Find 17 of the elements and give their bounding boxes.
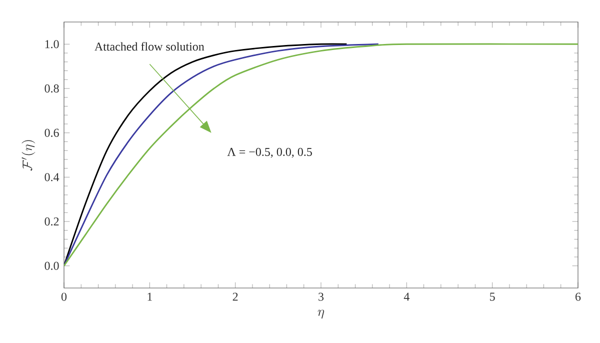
y-tick-label: 0.8 bbox=[44, 84, 59, 93]
y-tick-label: 1.0 bbox=[45, 40, 59, 48]
y-axis-title: $\mathcal{F}'(\eta)$ bbox=[22, 140, 36, 171]
x-tick-label: 0 bbox=[61, 292, 67, 301]
y-tick-label: 0.2 bbox=[44, 217, 59, 226]
y-tick-label: 0.4 bbox=[44, 173, 60, 182]
x-tick-label: 2 bbox=[232, 292, 238, 301]
x-tick-label: 4 bbox=[404, 292, 410, 301]
y-tick-label: 0.6 bbox=[44, 128, 59, 137]
annotation: Attached flow solution bbox=[94, 42, 204, 51]
x-tick-label: 5 bbox=[490, 292, 495, 301]
annotation: Λ = −0.5, 0.0, 0.5 bbox=[227, 148, 312, 158]
x-tick-label: 6 bbox=[576, 292, 581, 301]
x-tick-label: 1 bbox=[148, 292, 152, 301]
y-tick-label: 0.0 bbox=[44, 262, 59, 270]
x-axis-title: $\eta$ bbox=[318, 310, 324, 319]
x-tick-label: 3 bbox=[318, 292, 324, 301]
